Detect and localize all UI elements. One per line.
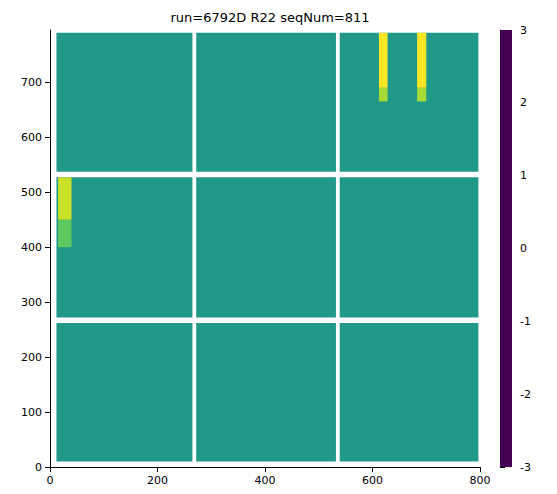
svg-text:-2: -2 bbox=[520, 388, 531, 401]
svg-text:-3: -3 bbox=[520, 461, 531, 474]
svg-text:0: 0 bbox=[520, 242, 527, 255]
svg-text:100: 100 bbox=[21, 406, 42, 419]
svg-text:-1: -1 bbox=[520, 315, 531, 328]
svg-text:200: 200 bbox=[147, 474, 168, 487]
svg-text:run=6792D R22 seqNum=811: run=6792D R22 seqNum=811 bbox=[170, 10, 369, 25]
svg-text:0: 0 bbox=[47, 474, 54, 487]
svg-text:800: 800 bbox=[470, 474, 491, 487]
svg-text:400: 400 bbox=[255, 474, 276, 487]
svg-text:3: 3 bbox=[520, 24, 527, 37]
svg-text:700: 700 bbox=[21, 76, 42, 89]
svg-text:400: 400 bbox=[21, 241, 42, 254]
svg-text:600: 600 bbox=[362, 474, 383, 487]
svg-text:500: 500 bbox=[21, 186, 42, 199]
svg-text:0: 0 bbox=[35, 461, 42, 474]
svg-text:2: 2 bbox=[520, 96, 527, 109]
svg-text:600: 600 bbox=[21, 131, 42, 144]
svg-text:300: 300 bbox=[21, 296, 42, 309]
svg-text:200: 200 bbox=[21, 351, 42, 364]
svg-text:1: 1 bbox=[520, 169, 527, 182]
